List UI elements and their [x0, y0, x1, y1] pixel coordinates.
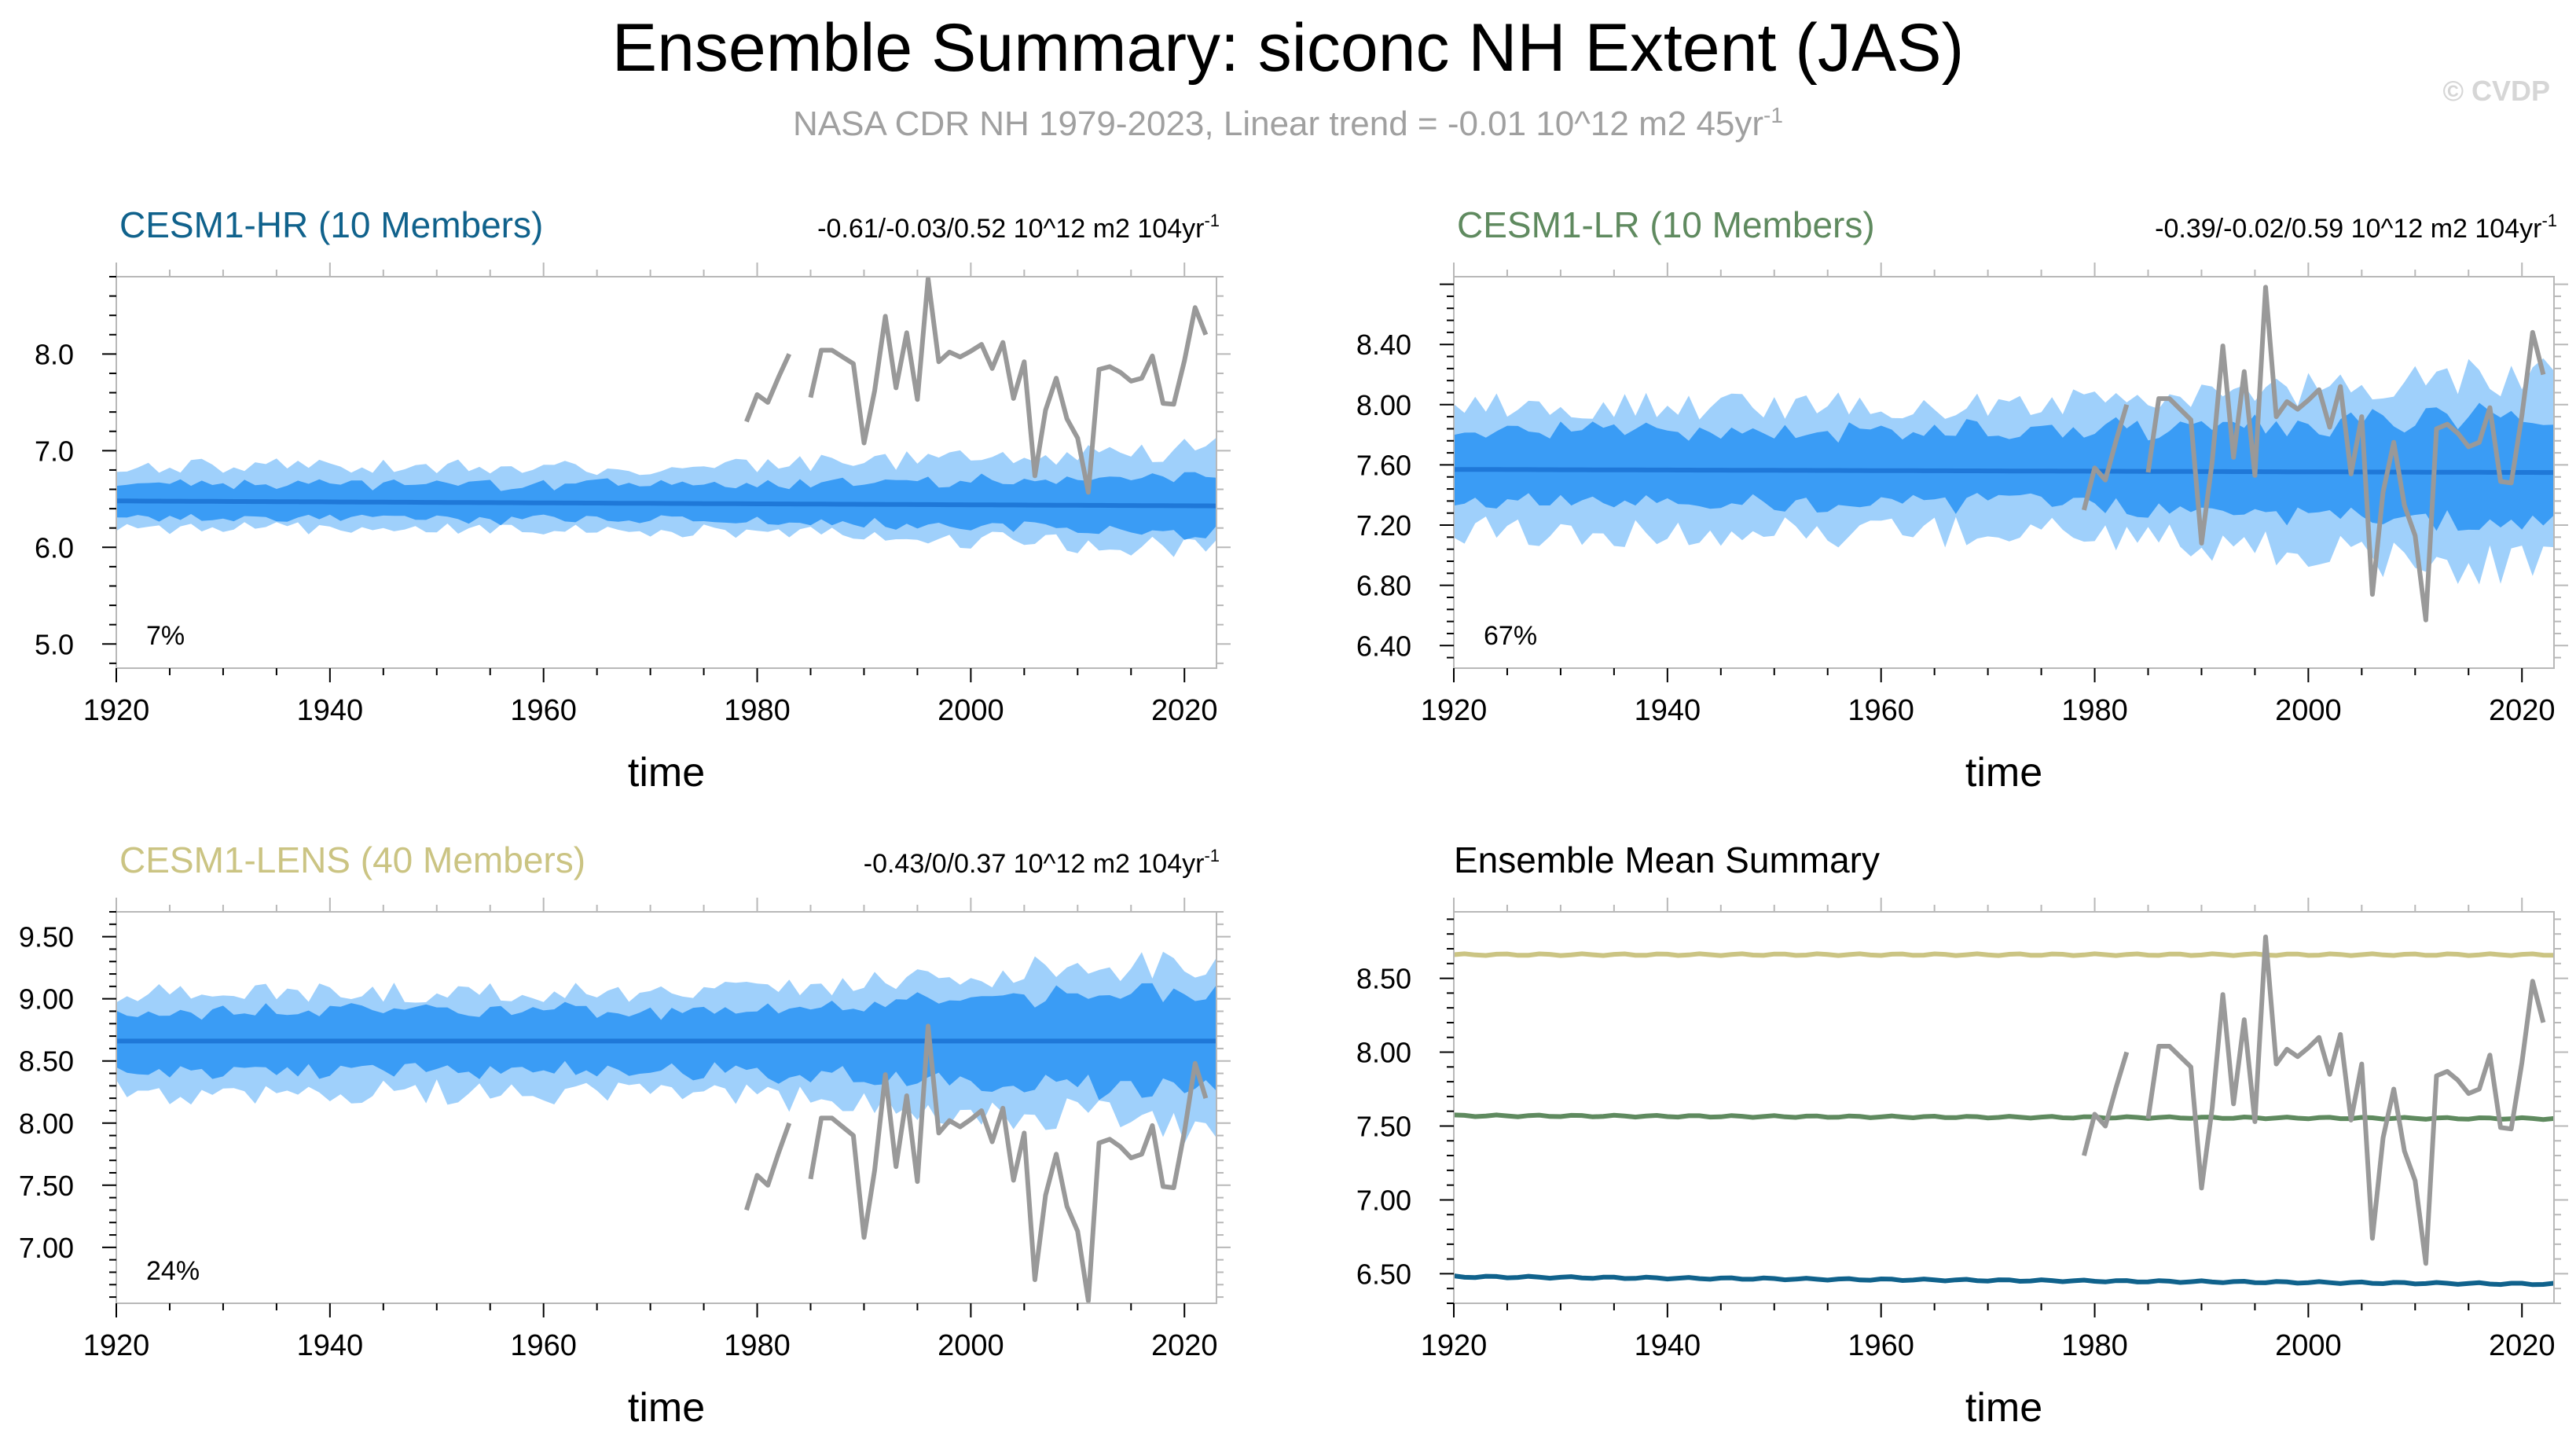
observations-line — [744, 277, 1209, 495]
y-tick-label: 6.0 — [35, 531, 74, 564]
x-axis-label: time — [1965, 1385, 2042, 1431]
y-tick-label: 7.0 — [35, 435, 74, 467]
trend-label: -0.43/0/0.37 10^12 m2 104yr-1 — [864, 846, 1220, 879]
x-tick-label: 1960 — [510, 694, 577, 727]
x-tick-label: 1940 — [1635, 694, 1701, 727]
trend-text: -0.39/-0.02/0.59 10^12 m2 104yr — [2155, 214, 2541, 244]
y-tick-label: 9.00 — [19, 983, 74, 1016]
plot-frame — [1453, 911, 2555, 1304]
y-tick-label: 6.40 — [1356, 630, 1411, 662]
plot-frame — [1453, 276, 2555, 669]
percent-label: 67% — [1484, 621, 1537, 651]
plot-area — [1454, 934, 2554, 1288]
x-tick-label: 1920 — [83, 694, 150, 727]
x-axis-label: time — [628, 750, 705, 795]
panel-1: 1920 1940 1960 1980 2000 2020 5.0 6.0 7.0 8.0 time… — [35, 204, 1231, 795]
trend-label: -0.61/-0.03/0.52 10^12 m2 104yr-1 — [817, 211, 1220, 244]
y-tick-label: 8.50 — [19, 1045, 74, 1078]
x-tick-label: 1960 — [1848, 1329, 1914, 1362]
y-tick-label: 7.20 — [1356, 509, 1411, 542]
x-tick-label: 1940 — [297, 1329, 364, 1362]
plot-area — [116, 951, 1216, 1303]
panel-title: CESM1-LR (10 Members) — [1457, 204, 1875, 245]
band-inner — [116, 472, 1216, 540]
band-inner — [1454, 402, 2554, 531]
x-tick-label: 1980 — [724, 694, 791, 727]
y-tick-label: 6.50 — [1356, 1258, 1411, 1290]
x-tick-label: 1940 — [1635, 1329, 1701, 1362]
subtitle-text: NASA CDR NH 1979-2023, Linear trend = -0… — [793, 105, 1763, 143]
axes — [102, 898, 1231, 1317]
subtitle-exponent: -1 — [1763, 103, 1783, 127]
x-tick-label: 1940 — [297, 694, 364, 727]
panel-3: 1920 1940 1960 1980 2000 2020 7.00 7.50 8.00 8.50… — [19, 840, 1231, 1431]
x-tick-label: 2020 — [2489, 1329, 2556, 1362]
x-axis-label: time — [1965, 750, 2042, 795]
plot-frame — [116, 276, 1217, 669]
trend-exponent: -1 — [1204, 846, 1220, 865]
trend-label: -0.39/-0.02/0.59 10^12 m2 104yr-1 — [2155, 211, 2557, 244]
x-tick-label: 1980 — [2061, 694, 2128, 727]
plot-area — [116, 277, 1216, 557]
series-cesm1-lens — [1454, 951, 2554, 958]
series-cesm1-hr — [1454, 1273, 2554, 1288]
x-tick-label: 1980 — [724, 1329, 791, 1362]
x-tick-label: 1920 — [83, 1329, 150, 1362]
y-tick-label: 8.0 — [35, 338, 74, 370]
axes — [102, 263, 1231, 682]
panel-title: CESM1-HR (10 Members) — [119, 204, 543, 245]
x-tick-label: 1960 — [510, 1329, 577, 1362]
y-tick-label: 8.50 — [1356, 963, 1411, 995]
observations-line — [744, 1023, 1209, 1303]
x-tick-label: 2020 — [1151, 694, 1218, 727]
series-cesm1-lr — [1454, 1112, 2554, 1122]
trend-exponent: -1 — [1204, 211, 1220, 230]
y-tick-label: 5.0 — [35, 628, 74, 660]
panel-title: CESM1-LENS (40 Members) — [119, 840, 585, 880]
x-tick-label: 1980 — [2061, 1329, 2128, 1362]
y-tick-label: 7.60 — [1356, 449, 1411, 481]
x-tick-label: 2000 — [938, 694, 1004, 727]
y-tick-label: 8.00 — [1356, 389, 1411, 421]
plot-area — [1454, 285, 2554, 623]
x-axis-label: time — [628, 1385, 705, 1431]
trend-text: -0.43/0/0.37 10^12 m2 104yr — [864, 849, 1205, 879]
x-tick-label: 2020 — [2489, 694, 2556, 727]
y-tick-label: 8.00 — [19, 1108, 74, 1140]
trend-exponent: -1 — [2541, 211, 2557, 230]
axes — [1440, 263, 2568, 682]
panel-title: Ensemble Mean Summary — [1454, 840, 1880, 880]
x-tick-label: 1920 — [1421, 694, 1488, 727]
y-tick-label: 8.00 — [1356, 1037, 1411, 1069]
y-tick-label: 7.50 — [19, 1170, 74, 1202]
trend-text: -0.61/-0.03/0.52 10^12 m2 104yr — [817, 214, 1204, 244]
panel-4: 1920 1940 1960 1980 2000 2020 6.50 7.00 7.50 8.00… — [1356, 840, 2568, 1431]
y-tick-label: 7.50 — [1356, 1110, 1411, 1142]
x-tick-label: 1960 — [1848, 694, 1914, 727]
x-tick-label: 2000 — [938, 1329, 1004, 1362]
y-tick-label: 7.00 — [1356, 1184, 1411, 1216]
figure-title: Ensemble Summary: siconc NH Extent (JAS) — [612, 10, 1965, 86]
ensemble-mean-line — [116, 498, 1216, 509]
ensemble-mean-line — [1454, 467, 2554, 476]
x-tick-label: 1920 — [1421, 1329, 1488, 1362]
y-tick-label: 7.00 — [19, 1232, 74, 1264]
figure-subtitle: NASA CDR NH 1979-2023, Linear trend = -0… — [793, 103, 1783, 143]
watermark: © CVDP — [2442, 75, 2550, 107]
plot-frame — [116, 911, 1217, 1304]
y-tick-label: 9.50 — [19, 921, 74, 953]
x-tick-label: 2020 — [1151, 1329, 1218, 1362]
panel-2: 1920 1940 1960 1980 2000 2020 6.40 6.80 7.20 7.60… — [1356, 204, 2568, 795]
x-tick-label: 2000 — [2275, 694, 2342, 727]
percent-label: 7% — [146, 621, 185, 651]
y-tick-label: 8.40 — [1356, 329, 1411, 361]
percent-label: 24% — [146, 1256, 200, 1286]
x-tick-label: 2000 — [2275, 1329, 2342, 1362]
observations-line — [2081, 934, 2546, 1266]
y-tick-label: 6.80 — [1356, 570, 1411, 602]
observations-line — [2081, 285, 2546, 623]
axes — [1440, 898, 2568, 1317]
